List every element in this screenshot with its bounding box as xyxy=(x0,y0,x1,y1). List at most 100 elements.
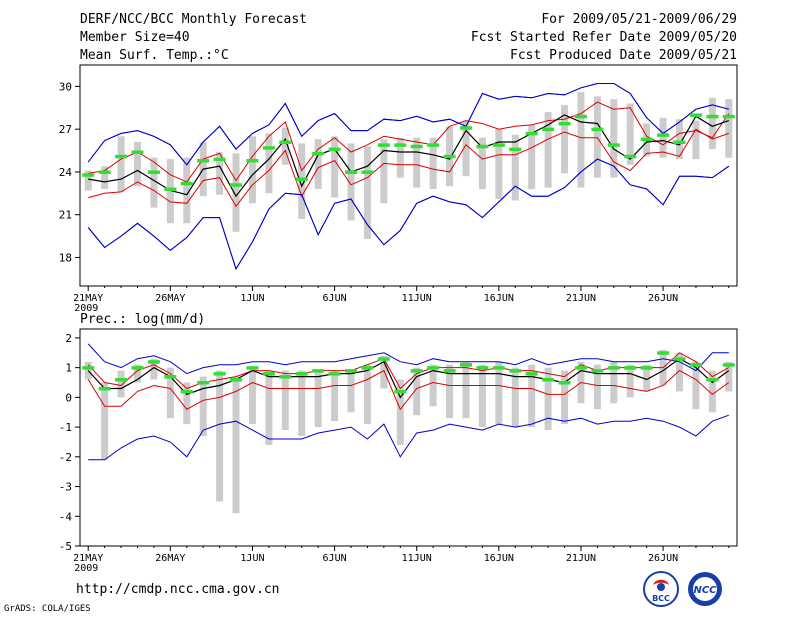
member-size: Member Size=40 xyxy=(80,30,190,45)
precipitation-xtick-label: 21MAY xyxy=(73,553,103,564)
precipitation-median-37 xyxy=(673,357,686,361)
temperature-box-1 xyxy=(84,170,92,191)
temperature-box-5 xyxy=(150,157,158,208)
precipitation-box-15 xyxy=(314,370,322,428)
temperature-box-19 xyxy=(380,139,388,204)
precipitation-box-19 xyxy=(380,355,388,389)
precipitation-box-35 xyxy=(643,364,651,392)
temperature-median-22 xyxy=(427,143,440,147)
precipitation-xtick-label: 1JUN xyxy=(240,553,264,564)
precipitation-median-24 xyxy=(459,363,472,367)
temperature-ytick-label: 30 xyxy=(59,80,72,93)
temperature-box-21 xyxy=(413,137,421,188)
precipitation-box-24 xyxy=(462,361,470,419)
temperature-box-25 xyxy=(478,137,486,190)
precipitation-box-17 xyxy=(347,370,355,413)
temperature-xtick-label: 26MAY xyxy=(155,293,185,304)
precipitation-box-38 xyxy=(692,361,700,410)
precipitation-box-2 xyxy=(101,382,109,460)
ncc-logo-text: NCC xyxy=(693,585,717,596)
precipitation-median-16 xyxy=(328,372,341,376)
temperature-xtick-label: 11JUN xyxy=(402,293,432,304)
temperature-median-2 xyxy=(98,170,111,174)
precipitation-box-7 xyxy=(183,382,191,425)
precipitation-median-3 xyxy=(115,378,128,382)
precipitation-plot-frame xyxy=(79,328,738,547)
temperature-box-11 xyxy=(248,136,256,204)
precipitation-median-18 xyxy=(361,366,374,370)
temperature-median-3 xyxy=(115,154,128,159)
precipitation-box-39 xyxy=(708,370,716,413)
precipitation-xtick-label: 11JUN xyxy=(402,553,432,564)
temperature-median-37 xyxy=(673,140,686,144)
temperature-box-39 xyxy=(708,97,716,150)
variable-label: Mean Surf. Temp.:°C xyxy=(80,48,229,63)
precipitation-series-max_envelope xyxy=(87,343,729,375)
precipitation-box-18 xyxy=(363,364,371,425)
ncc-logo: NCC xyxy=(688,572,722,606)
precipitation-xtick-label: 6JUN xyxy=(323,553,347,564)
temperature-box-33 xyxy=(610,99,618,178)
precipitation-ytick-label: 1 xyxy=(65,362,72,375)
precipitation-box-30 xyxy=(561,370,569,425)
precipitation-median-36 xyxy=(657,351,670,355)
temperature-median-28 xyxy=(525,131,538,136)
temperature-box-37 xyxy=(676,119,684,160)
temperature-series-max_envelope xyxy=(87,83,729,166)
grads-credit: GrADS: COLA/IGES xyxy=(4,604,91,614)
precipitation-median-14 xyxy=(295,372,308,376)
precipitation-median-1 xyxy=(82,366,95,370)
precipitation-box-8 xyxy=(199,376,207,437)
temperature-median-23 xyxy=(443,154,456,159)
temperature-median-36 xyxy=(657,133,670,137)
temperature-median-4 xyxy=(131,150,144,154)
temperature-median-7 xyxy=(180,181,193,186)
precipitation-median-40 xyxy=(722,363,735,367)
temperature-median-35 xyxy=(640,137,653,142)
temperature-median-6 xyxy=(164,187,177,192)
temperature-median-34 xyxy=(624,154,637,159)
precipitation-median-33 xyxy=(607,366,620,370)
precipitation-box-12 xyxy=(265,370,273,445)
bcc-logo: BCC xyxy=(643,571,679,607)
precipitation-year-label: 2009 xyxy=(74,563,98,574)
precipitation-ytick-label: 0 xyxy=(65,391,72,404)
temperature-median-19 xyxy=(377,143,390,147)
precipitation-series-lower_spread xyxy=(87,369,730,411)
footer-url[interactable]: http://cmdp.ncc.cma.gov.cn xyxy=(76,582,280,597)
temperature-median-1 xyxy=(82,173,95,177)
precipitation-median-34 xyxy=(624,366,637,370)
precipitation-box-16 xyxy=(331,370,339,422)
precipitation-xtick-label: 26JUN xyxy=(648,553,678,564)
temperature-median-21 xyxy=(410,144,423,149)
temperature-median-5 xyxy=(147,170,160,174)
precipitation-median-35 xyxy=(640,366,653,370)
precipitation-median-20 xyxy=(394,389,407,394)
precipitation-median-29 xyxy=(542,378,555,382)
temperature-xtick-label: 21MAY xyxy=(73,293,103,304)
precipitation-median-32 xyxy=(591,369,604,373)
precipitation-median-13 xyxy=(279,375,292,379)
temperature-median-24 xyxy=(459,126,472,130)
precipitation-box-21 xyxy=(413,367,421,416)
temperature-panel: 18 21 24 27 30 21MAY 26MAY 1JUN 6JUN 11JUN 16JUN 21… xyxy=(59,64,738,314)
precipitation-median-31 xyxy=(574,366,587,370)
precipitation-box-4 xyxy=(133,364,141,383)
temperature-box-10 xyxy=(232,153,240,232)
temperature-box-29 xyxy=(544,112,552,188)
precipitation-median-38 xyxy=(689,363,702,367)
temperature-box-18 xyxy=(363,146,371,239)
forecast-produced-date: Fcst Produced Date 2009/05/21 xyxy=(510,48,737,63)
temperature-box-36 xyxy=(659,117,667,158)
temperature-xtick-label: 21JUN xyxy=(566,293,596,304)
temperature-median-9 xyxy=(213,157,226,162)
precipitation-median-22 xyxy=(427,366,440,370)
precipitation-box-5 xyxy=(150,358,158,380)
precipitation-median-10 xyxy=(230,378,243,382)
precipitation-series-upper_spread xyxy=(87,352,730,390)
precipitation-median-27 xyxy=(509,369,522,373)
chart-title: DERF/NCC/BCC Monthly Forecast xyxy=(80,12,307,27)
temperature-ytick-label: 21 xyxy=(59,209,72,222)
